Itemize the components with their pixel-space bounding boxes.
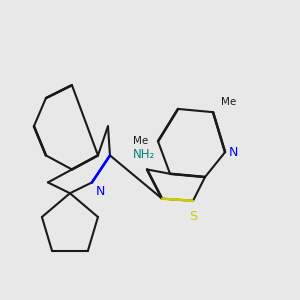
Text: N: N bbox=[229, 146, 239, 159]
Text: Me: Me bbox=[133, 136, 148, 146]
Text: N: N bbox=[96, 185, 105, 198]
Text: Me: Me bbox=[221, 97, 236, 107]
Text: S: S bbox=[189, 210, 197, 223]
Text: NH₂: NH₂ bbox=[133, 148, 155, 161]
